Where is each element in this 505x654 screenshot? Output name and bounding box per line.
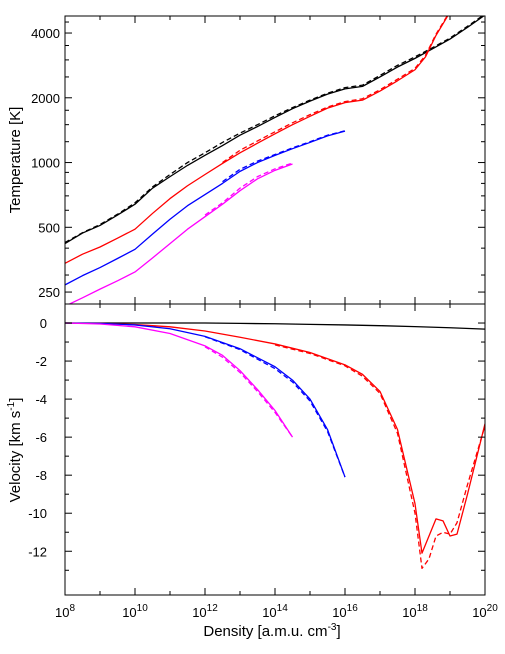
- velocity-series-line-0: [65, 322, 485, 330]
- velocity-ytick-label: -8: [35, 468, 47, 483]
- density-xtick-label: 108: [55, 603, 75, 620]
- velocity-series-line-1: [65, 322, 485, 554]
- velocity-axes: 0 -2 -4 -6 -8 -10 -12 108 1010 1012 1014 1016 1018 10…: [28, 303, 498, 620]
- temperature-series-line-0: [65, 16, 485, 245]
- density-xtick-label: 1020: [472, 603, 498, 620]
- temperature-axes: 250 500 1000 2000 4000: [31, 15, 486, 305]
- velocity-series-group: [65, 322, 485, 570]
- velocity-ytick-label: 0: [40, 316, 47, 331]
- velocity-series-line-3: [65, 322, 346, 478]
- velocity-panel: 0 -2 -4 -6 -8 -10 -12 108 1010 1012 1014 1016 1018 10…: [6, 303, 498, 640]
- temperature-plot-area: [65, 16, 485, 304]
- velocity-plot-area: [65, 322, 485, 570]
- density-axis-title: Density [a.m.u. cm-3]: [203, 622, 340, 640]
- velocity-series-line-2: [274, 344, 485, 570]
- density-xtick-label: 1016: [332, 603, 358, 620]
- velocity-axis-title: Velocity [km s-1]: [6, 398, 24, 503]
- density-xtick-label: 1010: [122, 603, 148, 620]
- temperature-series-line-7: [204, 162, 293, 216]
- temperature-series-line-5: [222, 130, 346, 183]
- temperature-series-line-3: [222, 16, 448, 164]
- density-xtick-label: 1012: [192, 603, 218, 620]
- velocity-series-line-4: [204, 336, 346, 478]
- velocity-series-line-5: [65, 322, 294, 438]
- temperature-series-line-4: [65, 130, 346, 286]
- temperature-series-line-6: [68, 163, 293, 304]
- temperature-axis-title: Temperature [K]: [7, 107, 24, 214]
- velocity-ytick-label: -12: [28, 544, 47, 559]
- temperature-ytick-label: 1000: [31, 156, 60, 171]
- temperature-series-line-1: [65, 16, 484, 244]
- density-xtick-label: 1018: [402, 603, 428, 620]
- temperature-ytick-label: 250: [38, 285, 60, 300]
- temperature-series-group: [65, 16, 485, 304]
- velocity-ytick-label: -6: [35, 430, 47, 445]
- temperature-series-line-2: [65, 16, 449, 264]
- velocity-ytick-label: -10: [28, 506, 47, 521]
- temperature-ytick-label: 4000: [31, 26, 60, 41]
- temperature-ytick-label: 2000: [31, 91, 60, 106]
- velocity-series-line-6: [204, 346, 294, 438]
- velocity-ytick-label: -2: [35, 354, 47, 369]
- temperature-panel: 250 500 1000 2000 4000 Temperature [K]: [7, 15, 486, 305]
- velocity-ytick-label: -4: [35, 392, 47, 407]
- temperature-ytick-label: 500: [38, 220, 60, 235]
- density-xtick-label: 1014: [262, 603, 288, 620]
